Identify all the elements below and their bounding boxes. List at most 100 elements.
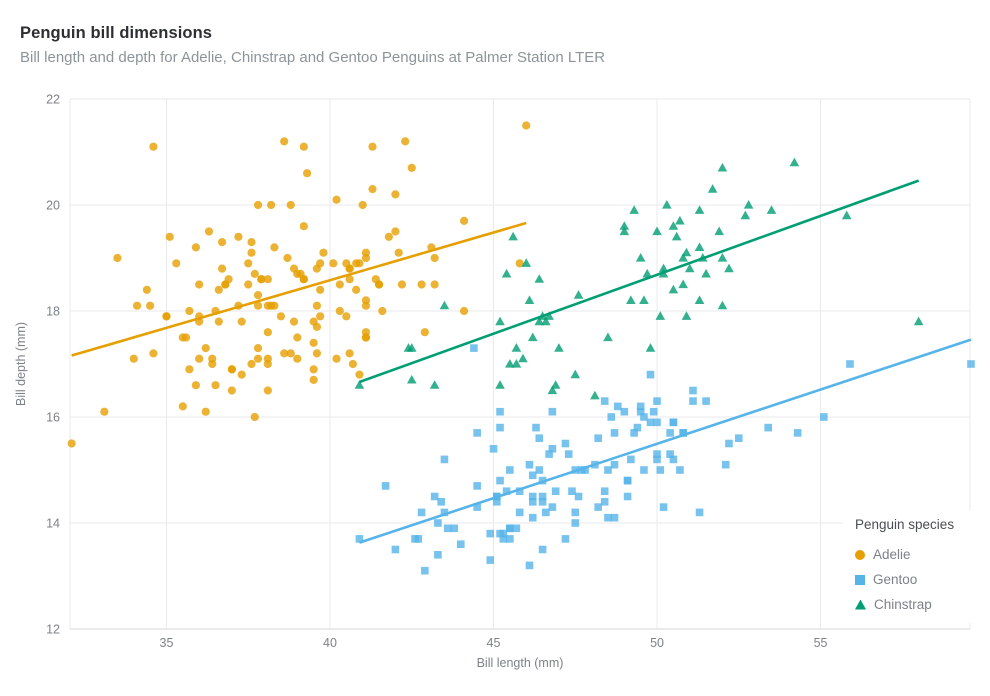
point-chinstrap[interactable] (717, 162, 728, 172)
point-adelie[interactable] (253, 200, 263, 210)
point-chinstrap[interactable] (508, 231, 518, 241)
point-gentoo[interactable] (430, 492, 439, 501)
point-chinstrap[interactable] (658, 263, 669, 273)
point-chinstrap[interactable] (619, 226, 630, 236)
point-gentoo[interactable] (623, 476, 632, 485)
point-adelie[interactable] (316, 285, 325, 294)
point-chinstrap[interactable] (524, 295, 535, 304)
point-chinstrap[interactable] (629, 205, 639, 214)
point-gentoo[interactable] (820, 413, 828, 421)
point-gentoo[interactable] (646, 418, 655, 427)
point-adelie[interactable] (247, 238, 256, 247)
point-adelie[interactable] (162, 312, 171, 321)
point-gentoo[interactable] (636, 407, 645, 416)
point-gentoo[interactable] (506, 535, 514, 543)
point-chinstrap[interactable] (684, 263, 695, 273)
point-chinstrap[interactable] (635, 253, 646, 262)
point-adelie[interactable] (280, 137, 289, 146)
point-gentoo[interactable] (640, 413, 648, 421)
point-adelie[interactable] (374, 280, 384, 289)
point-chinstrap[interactable] (590, 390, 600, 400)
point-gentoo[interactable] (640, 466, 648, 474)
point-adelie[interactable] (368, 185, 377, 194)
point-adelie[interactable] (312, 322, 322, 331)
point-gentoo[interactable] (610, 429, 619, 437)
point-adelie[interactable] (211, 381, 220, 390)
point-adelie[interactable] (244, 259, 253, 268)
point-adelie[interactable] (293, 269, 302, 278)
point-adelie[interactable] (263, 275, 272, 284)
point-gentoo[interactable] (496, 476, 504, 485)
point-gentoo[interactable] (391, 545, 400, 554)
point-adelie[interactable] (253, 354, 263, 363)
point-adelie[interactable] (191, 381, 201, 390)
point-adelie[interactable] (312, 349, 322, 358)
point-adelie[interactable] (358, 200, 367, 210)
point-adelie[interactable] (407, 163, 416, 172)
point-gentoo[interactable] (725, 439, 733, 448)
point-adelie[interactable] (142, 285, 151, 294)
point-adelie[interactable] (384, 232, 393, 241)
point-chinstrap[interactable] (406, 374, 417, 384)
point-chinstrap[interactable] (406, 343, 417, 352)
point-adelie[interactable] (316, 312, 325, 321)
point-adelie[interactable] (146, 301, 155, 310)
point-gentoo[interactable] (450, 524, 459, 533)
point-gentoo[interactable] (528, 498, 537, 506)
point-adelie[interactable] (391, 227, 400, 236)
point-adelie[interactable] (217, 264, 227, 273)
point-gentoo[interactable] (414, 535, 423, 543)
point-adelie[interactable] (299, 142, 308, 151)
point-chinstrap[interactable] (681, 311, 692, 320)
point-adelie[interactable] (195, 354, 204, 363)
point-adelie[interactable] (263, 386, 272, 395)
point-adelie[interactable] (522, 121, 531, 130)
point-adelie[interactable] (394, 248, 403, 257)
point-gentoo[interactable] (532, 423, 540, 432)
point-gentoo[interactable] (764, 423, 773, 432)
point-chinstrap[interactable] (534, 316, 545, 326)
point-gentoo[interactable] (604, 513, 612, 522)
point-adelie[interactable] (309, 338, 318, 347)
point-chinstrap[interactable] (662, 200, 672, 209)
point-adelie[interactable] (345, 349, 354, 358)
point-gentoo[interactable] (417, 508, 426, 517)
point-gentoo[interactable] (496, 423, 504, 432)
point-gentoo[interactable] (793, 429, 802, 437)
point-chinstrap[interactable] (547, 385, 558, 395)
point-adelie[interactable] (361, 301, 371, 310)
point-gentoo[interactable] (594, 434, 602, 442)
point-gentoo[interactable] (967, 360, 975, 368)
point-gentoo[interactable] (538, 545, 547, 554)
point-chinstrap[interactable] (694, 242, 705, 251)
point-chinstrap[interactable] (655, 311, 666, 320)
point-chinstrap[interactable] (511, 343, 522, 352)
point-gentoo[interactable] (492, 498, 501, 506)
point-gentoo[interactable] (846, 360, 854, 368)
point-gentoo[interactable] (653, 397, 661, 405)
point-adelie[interactable] (280, 349, 289, 358)
point-gentoo[interactable] (564, 450, 573, 458)
point-adelie[interactable] (67, 439, 76, 448)
point-chinstrap[interactable] (521, 258, 532, 267)
point-chinstrap[interactable] (717, 253, 728, 262)
point-gentoo[interactable] (355, 535, 364, 543)
point-gentoo[interactable] (434, 551, 442, 559)
point-chinstrap[interactable] (518, 353, 528, 363)
point-gentoo[interactable] (676, 466, 684, 474)
point-adelie[interactable] (185, 306, 194, 316)
point-adelie[interactable] (417, 280, 426, 289)
point-adelie[interactable] (335, 280, 344, 289)
point-gentoo[interactable] (506, 524, 514, 533)
point-gentoo[interactable] (666, 450, 674, 458)
point-gentoo[interactable] (689, 397, 697, 405)
point-gentoo[interactable] (502, 487, 511, 495)
point-chinstrap[interactable] (495, 380, 505, 389)
point-chinstrap[interactable] (717, 300, 728, 310)
point-gentoo[interactable] (669, 418, 678, 427)
point-gentoo[interactable] (620, 407, 629, 416)
point-gentoo[interactable] (669, 455, 678, 464)
point-adelie[interactable] (237, 370, 246, 379)
point-chinstrap[interactable] (740, 210, 751, 220)
point-adelie[interactable] (303, 169, 312, 178)
